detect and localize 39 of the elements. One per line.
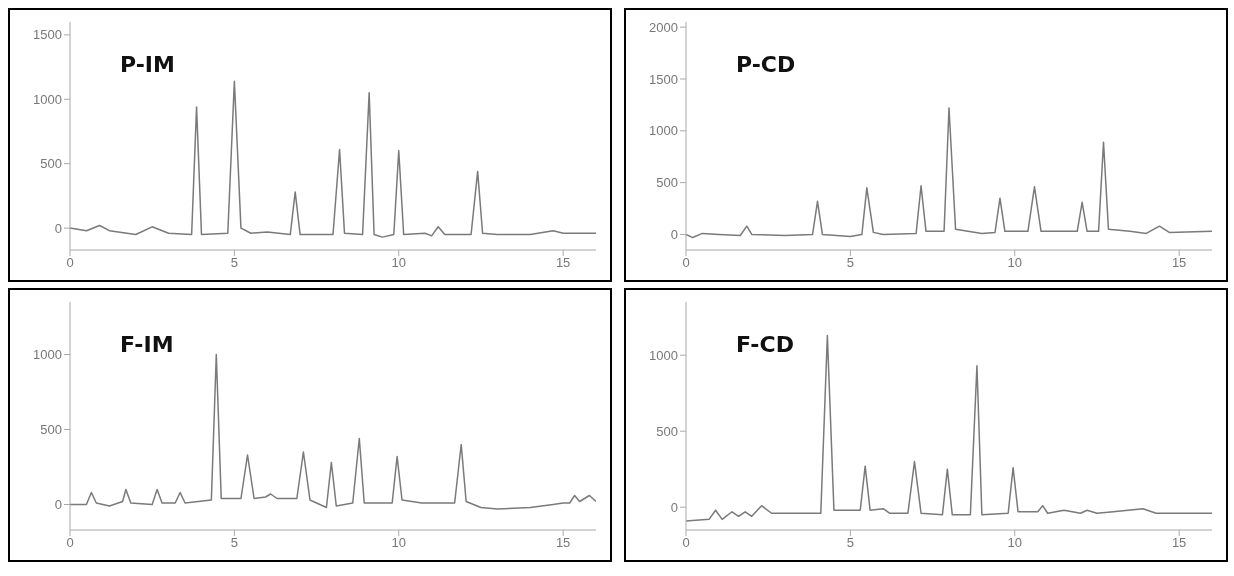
y-tick-label: 0 xyxy=(670,499,678,515)
line-series xyxy=(686,334,1212,522)
text: P-CD xyxy=(736,52,796,77)
y-tick-label: 500 xyxy=(40,422,62,438)
y-tick-label: 500 xyxy=(656,175,678,191)
x-tick-label: 0 xyxy=(66,255,74,271)
y-tick-label: 0 xyxy=(670,227,678,243)
x-tick-label: 15 xyxy=(1171,255,1187,271)
x-tick-label: 5 xyxy=(846,255,854,271)
x-tick-label: 15 xyxy=(555,255,571,271)
x-tick-label: 5 xyxy=(230,255,238,271)
y-tick-label: 1000 xyxy=(649,347,678,363)
text: F-IM xyxy=(120,332,174,357)
x-tick-label: 15 xyxy=(555,535,571,551)
text: P-IM xyxy=(120,52,175,77)
x-tick-label: 10 xyxy=(391,255,406,271)
y-tick-label: 1000 xyxy=(649,123,678,139)
line-series xyxy=(70,353,596,510)
y-tick-label: 1500 xyxy=(649,71,678,87)
y-tick-label: 500 xyxy=(40,156,62,172)
x-tick-label: 5 xyxy=(846,535,854,551)
x-tick-label: 15 xyxy=(1171,535,1187,551)
y-tick-label: 500 xyxy=(656,423,678,439)
y-tick-label: 1000 xyxy=(33,347,62,363)
x-tick-label: 10 xyxy=(1007,535,1022,551)
y-tick-label: 1500 xyxy=(33,27,62,43)
y-tick-label: 0 xyxy=(54,220,62,236)
line-series xyxy=(686,107,1212,239)
line-series xyxy=(70,80,596,238)
y-tick-label: 1000 xyxy=(33,91,62,107)
text: F-CD xyxy=(736,332,794,357)
y-tick-label: 0 xyxy=(54,497,62,513)
x-tick-label: 10 xyxy=(391,535,406,551)
x-tick-label: 0 xyxy=(682,535,690,551)
x-tick-label: 0 xyxy=(66,535,74,551)
y-tick-label: 2000 xyxy=(649,19,678,35)
x-tick-label: 10 xyxy=(1007,255,1022,271)
x-tick-label: 0 xyxy=(682,255,690,271)
x-tick-label: 5 xyxy=(230,535,238,551)
